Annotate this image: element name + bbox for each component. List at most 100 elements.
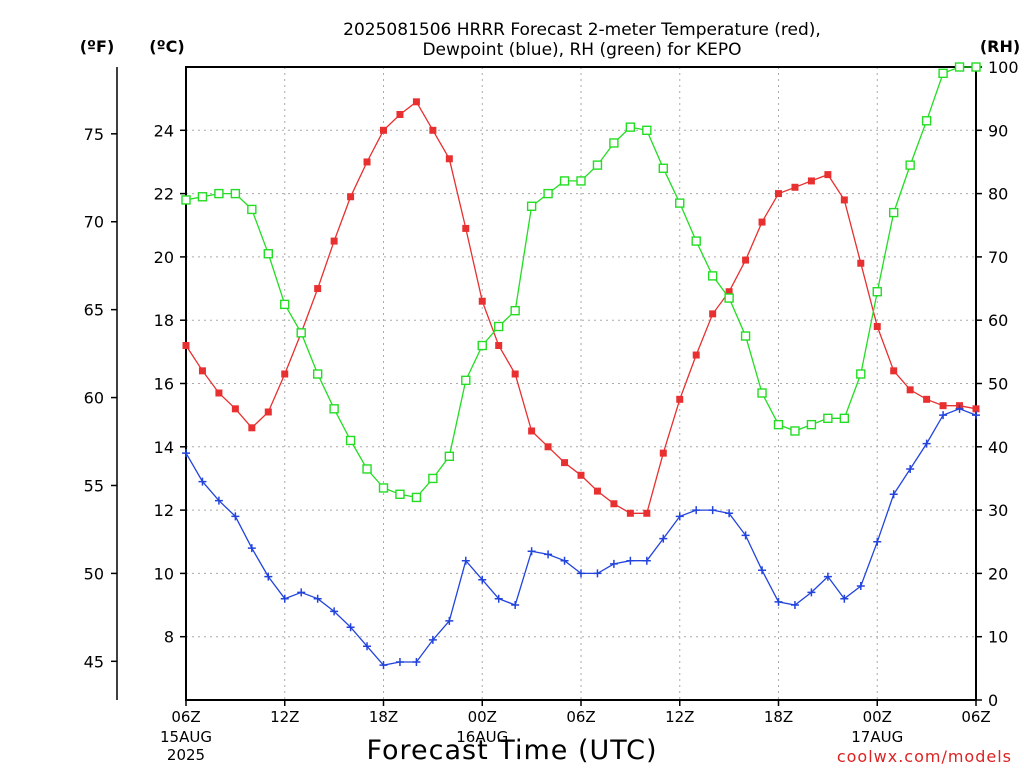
- dewpoint-point: [873, 537, 882, 546]
- dewpoint-point: [939, 411, 948, 420]
- x-tick-year-label: 2025: [167, 746, 205, 764]
- rh-point: [609, 138, 619, 148]
- data-series: [181, 62, 981, 670]
- rh-tick-label: 30: [988, 501, 1008, 520]
- x-tick-label: 06Z: [961, 708, 990, 726]
- rh-point: [395, 489, 405, 499]
- rh-point: [312, 369, 323, 379]
- fahrenheit-tick-label: 65: [84, 301, 104, 320]
- celsius-tick-label: 20: [154, 248, 174, 267]
- rh-point: [757, 388, 767, 398]
- rh-point: [691, 236, 701, 246]
- rh-point: [494, 321, 504, 332]
- rh-point: [214, 188, 224, 199]
- dewpoint-point: [840, 594, 849, 603]
- dewpoint-point: [395, 658, 404, 667]
- dewpoint-point: [708, 506, 717, 515]
- temperature-point: [692, 351, 700, 359]
- temperature-point: [478, 297, 486, 305]
- dewpoint-point: [659, 534, 668, 543]
- temperature-point: [923, 395, 931, 403]
- rh-point: [444, 451, 455, 461]
- x-axis-label: Forecast Time (UTC): [366, 735, 657, 766]
- dewpoint-point: [807, 588, 816, 597]
- fahrenheit-tick-label: 75: [84, 125, 104, 144]
- temperature-point: [281, 370, 289, 378]
- x-tick-date-label: 17AUG: [851, 728, 903, 746]
- rh-tick-label: 80: [988, 185, 1008, 204]
- rh-point: [329, 404, 339, 414]
- rh-unit-label: (RH): [980, 37, 1020, 56]
- rh-tick-label: 20: [988, 564, 1008, 583]
- temperature-point: [643, 509, 651, 517]
- temperature-point: [182, 342, 190, 350]
- x-tick-label: 12Z: [270, 708, 299, 726]
- rh-tick-label: 40: [988, 438, 1008, 457]
- temperature-point: [215, 389, 223, 397]
- temperature-point: [445, 155, 453, 163]
- x-tick-label: 00Z: [468, 708, 497, 726]
- rh-point: [790, 426, 800, 436]
- temperature-point: [577, 471, 585, 479]
- chart-title-line1: 2025081506 HRRR Forecast 2-meter Tempera…: [343, 20, 821, 40]
- dewpoint-point: [412, 658, 421, 667]
- x-tick-label: 06Z: [566, 708, 595, 726]
- temperature-point: [758, 218, 766, 226]
- dewpoint-point: [642, 556, 651, 565]
- dewpoint-point: [922, 439, 931, 448]
- temperature-point: [248, 424, 256, 432]
- rh-point: [378, 483, 389, 493]
- rh-tick-label: 50: [988, 375, 1008, 394]
- x-tick-label: 00Z: [863, 708, 892, 726]
- rh-tick-label: 60: [988, 311, 1008, 330]
- dewpoint-point: [544, 550, 553, 559]
- rh-point: [592, 160, 603, 170]
- celsius-tick-label: 22: [154, 185, 174, 204]
- temperature-point: [709, 310, 717, 318]
- dewpoint-point: [280, 594, 289, 603]
- rh-tick-label: 0: [988, 691, 998, 710]
- rh-point: [526, 201, 537, 211]
- rh-point: [543, 188, 553, 199]
- temperature-point: [742, 256, 750, 264]
- temperature-point: [840, 196, 848, 204]
- rh-point: [971, 62, 981, 72]
- rh-tick-label: 90: [988, 121, 1008, 140]
- dewpoint-point: [363, 642, 372, 651]
- x-tick-label: 18Z: [369, 708, 398, 726]
- temperature-point: [363, 158, 371, 166]
- rh-point: [477, 340, 487, 351]
- dewpoint-point: [889, 490, 898, 499]
- credit-text: coolwx.com/models: [837, 747, 1012, 766]
- dewpoint-point: [823, 572, 832, 581]
- rh-point: [625, 122, 636, 132]
- dewpoint-point: [478, 575, 487, 584]
- temperature-point: [314, 285, 322, 293]
- celsius-tick-label: 12: [154, 501, 174, 520]
- rh-point: [510, 306, 520, 316]
- dewpoint-point: [247, 544, 256, 553]
- fahrenheit-unit-label: (ºF): [80, 37, 115, 56]
- rh-point: [642, 125, 652, 136]
- rh-point: [263, 249, 273, 259]
- rh-point: [230, 188, 241, 199]
- celsius-tick-label: 18: [154, 311, 174, 330]
- temperature-point: [676, 395, 684, 403]
- temperature-point: [396, 110, 404, 118]
- temperature-point: [511, 370, 519, 378]
- dewpoint-point: [264, 572, 273, 581]
- dewpoint-point: [560, 556, 569, 565]
- fahrenheit-tick-label: 45: [84, 652, 104, 671]
- celsius-tick-label: 16: [154, 375, 174, 394]
- dewpoint-point: [527, 547, 536, 556]
- temperature-point: [231, 405, 239, 413]
- dewpoint-point: [906, 464, 915, 473]
- rh-point: [889, 207, 899, 218]
- temperature-point: [380, 126, 387, 134]
- dewpoint-point: [330, 607, 339, 616]
- celsius-tick-label: 24: [154, 121, 174, 140]
- rh-point: [197, 192, 208, 202]
- rh-point: [872, 287, 882, 297]
- rh-point: [362, 464, 372, 474]
